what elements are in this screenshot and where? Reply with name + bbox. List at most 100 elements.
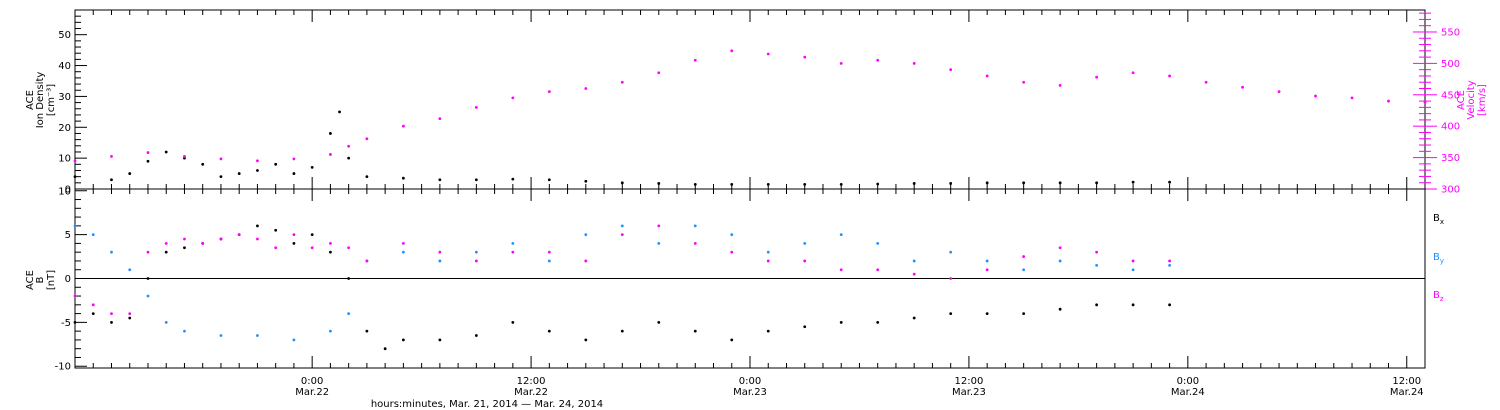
Bz-point <box>1131 259 1135 263</box>
Bx-point <box>1095 303 1099 307</box>
By-point <box>128 268 132 272</box>
Bx-point <box>310 233 314 237</box>
density-point <box>657 182 661 185</box>
velocity-point <box>657 71 661 75</box>
field-legend: Bx By Bz <box>1433 213 1444 303</box>
y-tick-label: 350 <box>1441 153 1460 164</box>
Bx-point <box>620 329 624 333</box>
Bz-point <box>912 272 916 276</box>
By-point <box>329 329 332 333</box>
panel-plasma-frame <box>74 9 1426 190</box>
Bz-point <box>693 242 697 245</box>
velocity-point <box>329 153 332 156</box>
Bx-point <box>547 329 551 333</box>
Bx-point <box>511 320 515 324</box>
By-point <box>183 329 186 333</box>
Bx-point <box>383 347 387 351</box>
density-point <box>110 178 113 182</box>
velocity-point <box>474 105 478 109</box>
Bx-point <box>730 338 734 342</box>
Bx-point <box>693 329 697 333</box>
velocity-point <box>766 52 770 56</box>
density-point <box>347 156 351 160</box>
velocity-point <box>1277 90 1281 94</box>
Bx-point <box>164 250 168 254</box>
Bz-point <box>766 259 770 263</box>
Bz-point <box>730 250 734 254</box>
Bz-point <box>329 242 332 245</box>
Bx-point <box>985 312 989 315</box>
density-point <box>803 182 807 186</box>
Bz-point <box>347 246 351 250</box>
By-point <box>949 250 953 254</box>
Bx-point <box>584 338 588 342</box>
x-tick-date-label: Mar.23 <box>952 387 986 398</box>
field-axis-label: B <box>35 276 46 283</box>
x-tick-date-label: Mar.23 <box>733 387 767 398</box>
By-point <box>474 250 478 254</box>
y-tick-label: 30 <box>58 92 71 103</box>
panel-plasma-time-ticks <box>92 10 1408 189</box>
Bx-point <box>73 320 77 324</box>
Bz-point <box>73 294 77 298</box>
density-point <box>292 172 296 175</box>
panel-plasma-data <box>73 49 1427 186</box>
x-tick-date-label: Mar.22 <box>295 387 329 398</box>
By-point <box>164 320 168 324</box>
Bx-point <box>876 320 880 324</box>
Bz-point <box>584 259 588 263</box>
Bz-point <box>1168 259 1171 263</box>
velocity-point <box>912 61 916 65</box>
Bx-point <box>292 242 296 245</box>
By-point <box>1168 263 1171 267</box>
By-point <box>1095 263 1099 267</box>
density-point <box>620 181 624 185</box>
density-point <box>985 181 989 185</box>
Bx-point <box>657 320 661 324</box>
velocity-point <box>73 159 77 163</box>
legend-Bx: Bx <box>1433 213 1444 226</box>
density-point <box>511 177 515 181</box>
velocity-point <box>584 87 588 90</box>
Bz-point <box>219 237 223 241</box>
Bz-point <box>474 259 478 263</box>
Bx-point <box>128 316 132 320</box>
density-point <box>219 175 223 179</box>
velocity-point <box>1095 75 1099 79</box>
panel-plasma-right-ticks: 300 350 400 450 500 550 <box>1413 12 1460 196</box>
velocity-point <box>876 58 880 62</box>
Bz-point <box>1095 250 1099 254</box>
x-tick-time-label: 0:00 <box>301 376 323 387</box>
velocity-point <box>292 157 296 161</box>
velocity-point <box>693 58 697 62</box>
x-axis-title: hours:minutes, Mar. 21, 2014 — Mar. 24, … <box>371 399 603 410</box>
velocity-point <box>547 90 551 94</box>
velocity-point <box>401 124 405 128</box>
legend-Bz: Bz <box>1433 290 1444 303</box>
density-axis-label: Ion Density <box>35 72 46 129</box>
x-tick-time-label: 12:00 <box>1392 376 1421 387</box>
field-axis-label: ACE <box>25 270 36 290</box>
By-point <box>912 259 916 263</box>
legend-By: By <box>1433 252 1444 265</box>
y-tick-label: 300 <box>1441 185 1460 196</box>
density-point <box>329 132 332 135</box>
Bz-point <box>1022 255 1026 258</box>
density-point <box>730 182 734 186</box>
Bz-point <box>183 237 186 241</box>
density-point <box>164 150 168 154</box>
Bx-point <box>183 246 186 250</box>
density-point <box>73 175 77 179</box>
field-axis-label: [nT] <box>46 270 57 290</box>
x-tick-time-label: 12:00 <box>955 376 984 387</box>
Bz-point <box>201 242 205 245</box>
density-point <box>1168 180 1171 184</box>
By-point <box>438 259 442 263</box>
Bz-point <box>91 303 95 307</box>
By-point <box>146 294 150 298</box>
By-point <box>511 242 515 245</box>
velocity-point <box>1204 80 1208 84</box>
density-point <box>310 165 314 169</box>
Bx-point <box>1022 312 1026 315</box>
